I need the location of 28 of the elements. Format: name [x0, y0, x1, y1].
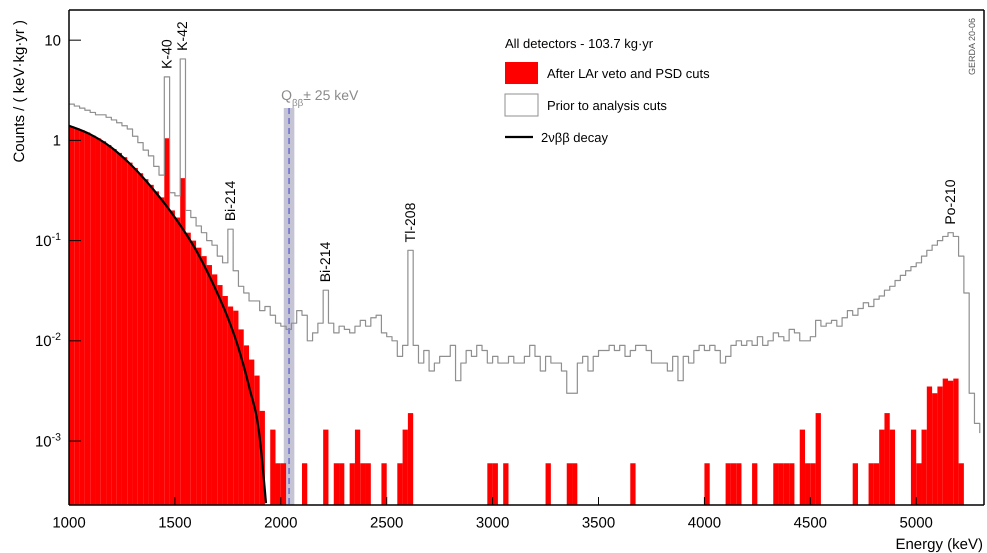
- annotation: K-42: [174, 21, 190, 51]
- legend-title: All detectors - 103.7 kg·yr: [505, 36, 654, 51]
- legend-label: Prior to analysis cuts: [547, 98, 668, 113]
- x-tick-label: 5000: [900, 514, 933, 532]
- x-tick-label: 4000: [688, 514, 722, 532]
- x-tick-label: 1500: [158, 514, 192, 532]
- annotation: K-40: [158, 39, 174, 69]
- y-tick-label: 10$^{-2}$: [34, 331, 62, 350]
- x-tick-label: 1000: [52, 514, 86, 532]
- y-tick-label: 10$^{-3}$: [34, 431, 62, 450]
- band-label: Q$_{ββ}$± 25 keV: [281, 87, 360, 108]
- annotation: Tl-208: [402, 202, 418, 242]
- y-tick-label: 1: [52, 132, 61, 150]
- annotation: Bi-214: [222, 180, 238, 222]
- legend-label: 2νββ decay: [541, 130, 608, 145]
- annotation: GERDA 20-06: [967, 18, 977, 76]
- x-tick-label: 4500: [794, 514, 828, 532]
- y-tick-label: 10$^{-1}$: [34, 230, 62, 250]
- annotation: Po-210: [942, 179, 958, 225]
- x-axis-title: Energy (keV): [895, 536, 983, 553]
- y-axis-title: Counts / ( keV·kg·yr ): [11, 20, 28, 163]
- x-tick-label: 3000: [476, 514, 510, 532]
- x-tick-label: 2500: [370, 514, 404, 532]
- x-tick-label: 2000: [264, 514, 298, 532]
- y-tick-label: 10: [44, 32, 61, 50]
- legend-label: After LAr veto and PSD cuts: [547, 66, 710, 81]
- x-tick-label: 3500: [582, 514, 616, 532]
- annotation: Bi-214: [317, 242, 334, 282]
